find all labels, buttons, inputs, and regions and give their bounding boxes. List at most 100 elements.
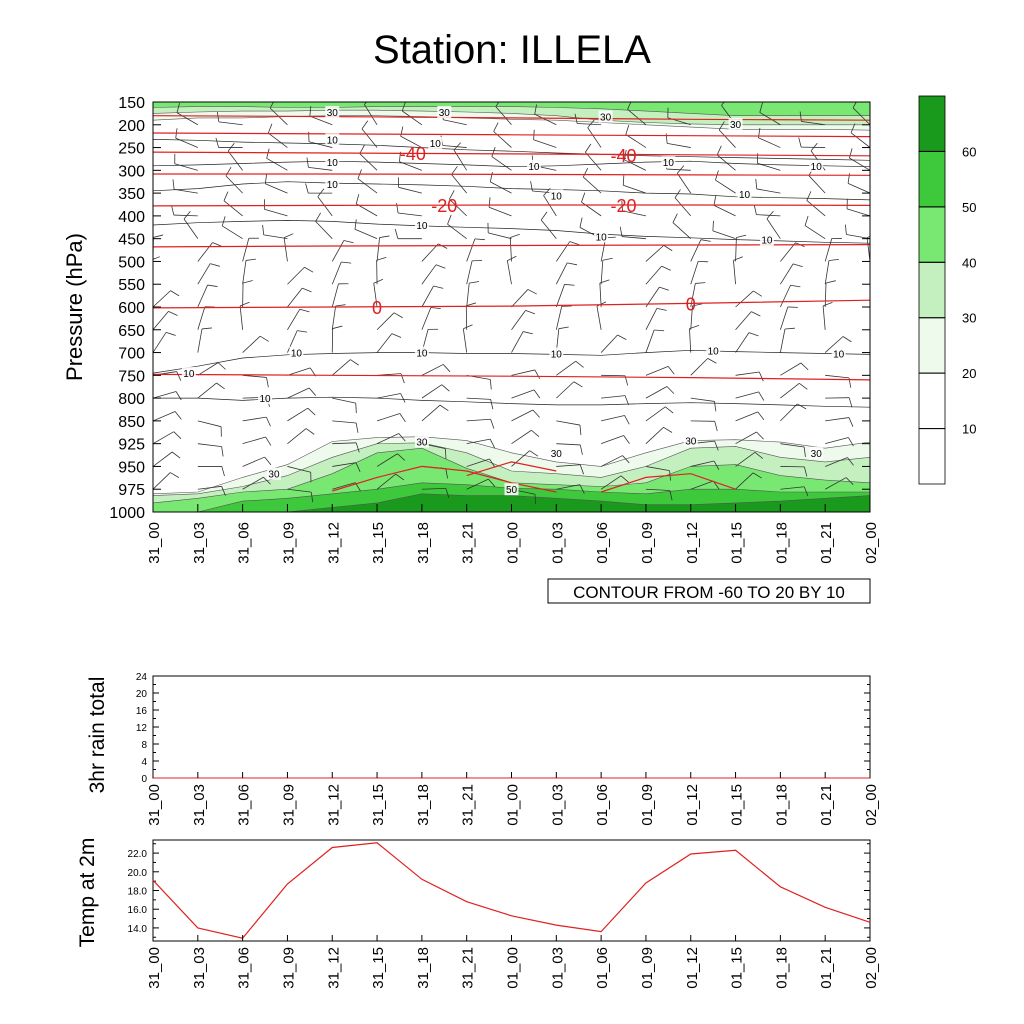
wind-barb-flag [707, 358, 717, 364]
wind-barb-shaft [451, 174, 467, 194]
wind-barb-flag [579, 464, 584, 475]
wind-barb-shaft [869, 374, 870, 376]
humidity-label-bg [549, 347, 564, 360]
humidity-contour-10 [153, 139, 870, 161]
wind-barb-flag [753, 290, 763, 297]
wind-barb-flag [217, 362, 226, 370]
wind-barb [306, 157, 333, 171]
wind-barb-flag [201, 327, 212, 330]
wind-barb [645, 329, 665, 353]
wind-barb [215, 137, 243, 148]
wind-barb [852, 102, 870, 126]
wind-barb [317, 188, 333, 217]
wind-barb-shaft [601, 395, 626, 399]
x-tick-label: 31_15 [370, 522, 387, 564]
wind-barb-flag [215, 137, 220, 148]
wind-barb-shaft [242, 476, 264, 490]
temperature-contour--40 [153, 151, 870, 157]
wind-barb-shaft [822, 305, 826, 330]
wind-barb-flag [885, 288, 894, 292]
humidity-contour-label: 10 [430, 139, 442, 150]
wind-barb-flag [665, 133, 668, 144]
wind-barb-flag [491, 147, 496, 157]
wind-barb-flag [677, 165, 685, 174]
y-tick-label: 975 [118, 482, 145, 499]
x-tick-label: 31_21 [460, 522, 477, 564]
wind-barb-flag [627, 102, 632, 110]
wind-barb-flag [669, 490, 673, 501]
rain-x-tick-label: 31_12 [325, 784, 342, 826]
wind-barb [401, 102, 423, 126]
wind-barb-shaft [287, 308, 301, 330]
wind-barb [331, 304, 346, 330]
wind-barb-shaft [153, 431, 174, 445]
wind-barb-shaft [758, 137, 781, 148]
wind-barb-shaft [197, 328, 203, 353]
wind-barb [376, 473, 405, 490]
rain-x-tick-label: 01_03 [549, 784, 566, 826]
wind-barb-shaft [735, 391, 759, 399]
wind-barb [153, 451, 181, 467]
wind-barb [555, 305, 572, 330]
wind-barb-shaft [804, 225, 826, 240]
wind-barb-shaft [239, 305, 244, 330]
wind-barb-flag [444, 448, 447, 459]
wind-barb [197, 485, 226, 496]
humidity-contour-label: 30 [600, 113, 612, 124]
wind-barb [197, 466, 225, 477]
wind-barb [364, 102, 378, 125]
wind-barb [676, 165, 692, 194]
wind-barb-shaft [376, 433, 399, 445]
wind-barb [242, 374, 269, 388]
temp-y-axis-label: Temp at 2m [76, 838, 99, 948]
wind-barb-shaft [265, 183, 288, 194]
wind-barb-shaft [400, 135, 423, 148]
wind-barb [779, 306, 798, 330]
wind-barb-flag [659, 286, 669, 291]
contour-info-label: CONTOUR FROM -60 TO 20 BY 10 [573, 583, 845, 602]
wind-barb-shaft [869, 397, 870, 399]
x-tick-label: 31_03 [191, 522, 208, 564]
y-tick-label: 800 [118, 391, 145, 408]
wind-barb-shaft [735, 311, 752, 331]
temperature-contour-line [153, 244, 870, 248]
wind-barb [645, 365, 675, 376]
wind-barb-shaft [466, 478, 489, 490]
wind-barb [421, 307, 441, 330]
wind-barb-shaft [401, 110, 423, 126]
wind-barb [689, 325, 700, 353]
wind-barb [242, 280, 253, 308]
wind-barb-shaft [287, 428, 307, 444]
wind-barb-shaft [398, 212, 422, 217]
wind-barb-shaft [690, 460, 715, 467]
wind-barb-shaft [266, 157, 288, 171]
wind-barb-flag [489, 379, 492, 390]
wind-barb-shaft [756, 188, 781, 194]
wind-barb-flag [453, 142, 462, 151]
wind-barb-shaft [645, 308, 658, 330]
wind-barb-flag [490, 419, 495, 429]
wind-barb-shaft [509, 237, 512, 262]
wind-barb-flag [799, 383, 808, 390]
wind-barb-flag [398, 433, 406, 442]
wind-barb-flag [532, 409, 540, 418]
wind-barb [421, 285, 444, 308]
wind-barb-flag [435, 264, 446, 269]
wind-barb-flag [315, 212, 321, 222]
wind-barb-flag [264, 173, 268, 184]
wind-barb [197, 382, 225, 399]
wind-barb-shaft [376, 393, 401, 399]
wind-barb [824, 477, 854, 490]
wind-barb-flag [523, 331, 533, 335]
colorbar-label: 30 [962, 311, 976, 326]
wind-barb [331, 261, 352, 285]
wind-barb [361, 120, 378, 148]
wind-barb-flag [396, 203, 399, 214]
wind-barb-flag [395, 473, 405, 481]
wind-barb [601, 395, 630, 406]
wind-barb-shaft [283, 237, 288, 262]
wind-barb-flag [355, 462, 361, 472]
wind-barb-shaft [600, 475, 622, 490]
wind-barb [753, 204, 781, 217]
wind-barb [153, 391, 182, 401]
